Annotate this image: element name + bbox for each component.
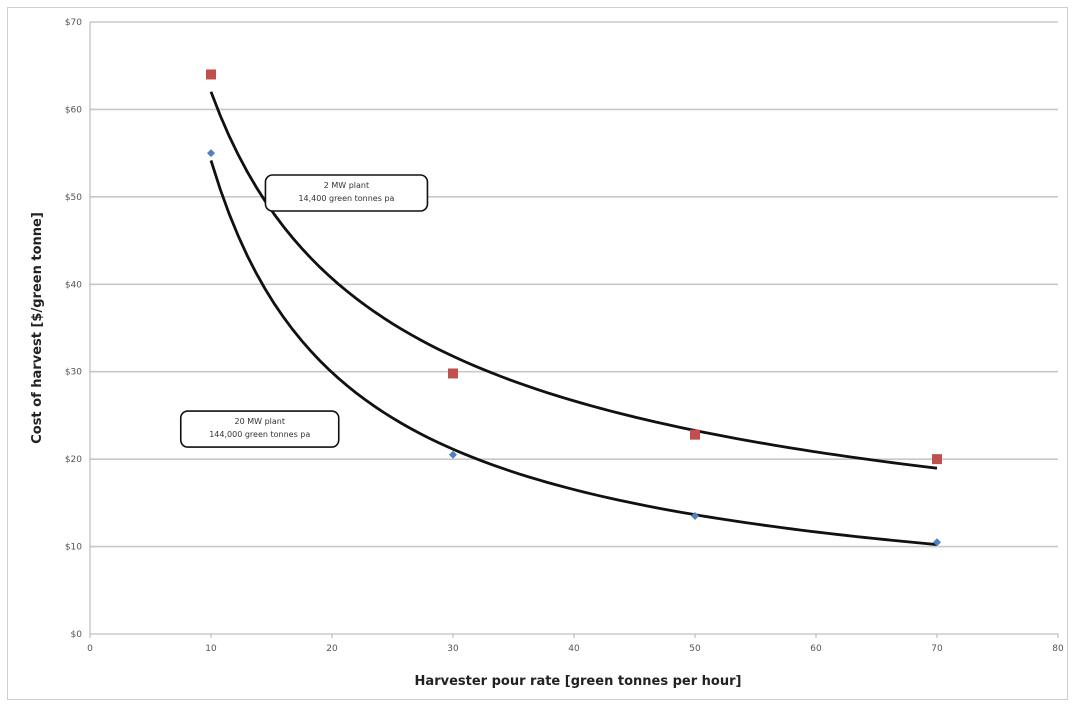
callout-box: 20 MW plant 144,000 green tonnes pa (179, 410, 340, 448)
data-point-square (448, 368, 458, 379)
callout-label: 14,400 green tonnes pa (298, 194, 394, 203)
x-axis-title: Harvester pour rate [green tonnes per ho… (415, 674, 742, 689)
data-point-diamond (933, 538, 941, 547)
x-tick-label: 0 (87, 644, 93, 654)
callout-label: 144,000 green tonnes pa (209, 430, 310, 439)
y-tick-label: $50 (65, 193, 82, 203)
data-point-diamond (691, 511, 699, 520)
trendline-0 (209, 91, 938, 470)
callouts: 2 MW plant 14,400 green tonnes pa 20 MW pl… (179, 174, 429, 448)
x-tick-label: 80 (1052, 644, 1064, 654)
callout-border (179, 410, 340, 448)
x-tick-labels: 0 10 20 30 40 50 60 70 80 (87, 644, 1064, 654)
callout-border (264, 174, 429, 212)
data-point-diamond (449, 450, 457, 459)
y-tick-labels: $0 $10 $20 $30 $40 $50 $60 $70 (65, 18, 82, 640)
callout-label: 2 MW plant (324, 181, 369, 190)
y-axis-title: Cost of harvest [$/green tonne] (30, 212, 45, 444)
x-tick-label: 40 (568, 644, 580, 654)
x-tick-label: 70 (931, 644, 943, 654)
data-point-square (932, 454, 942, 465)
x-tick-label: 10 (205, 644, 217, 654)
data-point-square (690, 429, 700, 440)
y-tick-label: $20 (65, 455, 82, 465)
data-points (206, 69, 942, 547)
y-tick-label: $30 (65, 368, 82, 378)
trendline-1 (209, 159, 938, 546)
x-tick-label: 30 (447, 644, 459, 654)
trendlines (209, 91, 938, 546)
data-point-square (206, 69, 216, 80)
y-tick-label: $60 (65, 105, 82, 115)
y-tick-label: $10 (65, 543, 82, 553)
callout-label: 20 MW plant (235, 417, 286, 426)
callout-box: 2 MW plant 14,400 green tonnes pa (264, 174, 429, 212)
x-tick-label: 50 (689, 644, 701, 654)
y-tick-label: $70 (65, 18, 82, 28)
gridlines (89, 21, 1059, 638)
x-tick-label: 60 (810, 644, 822, 654)
y-tick-label: $0 (71, 630, 83, 640)
x-tick-label: 20 (326, 644, 338, 654)
data-point-diamond (207, 149, 215, 158)
chart-frame (7, 7, 1068, 700)
y-tick-label: $40 (65, 280, 82, 290)
